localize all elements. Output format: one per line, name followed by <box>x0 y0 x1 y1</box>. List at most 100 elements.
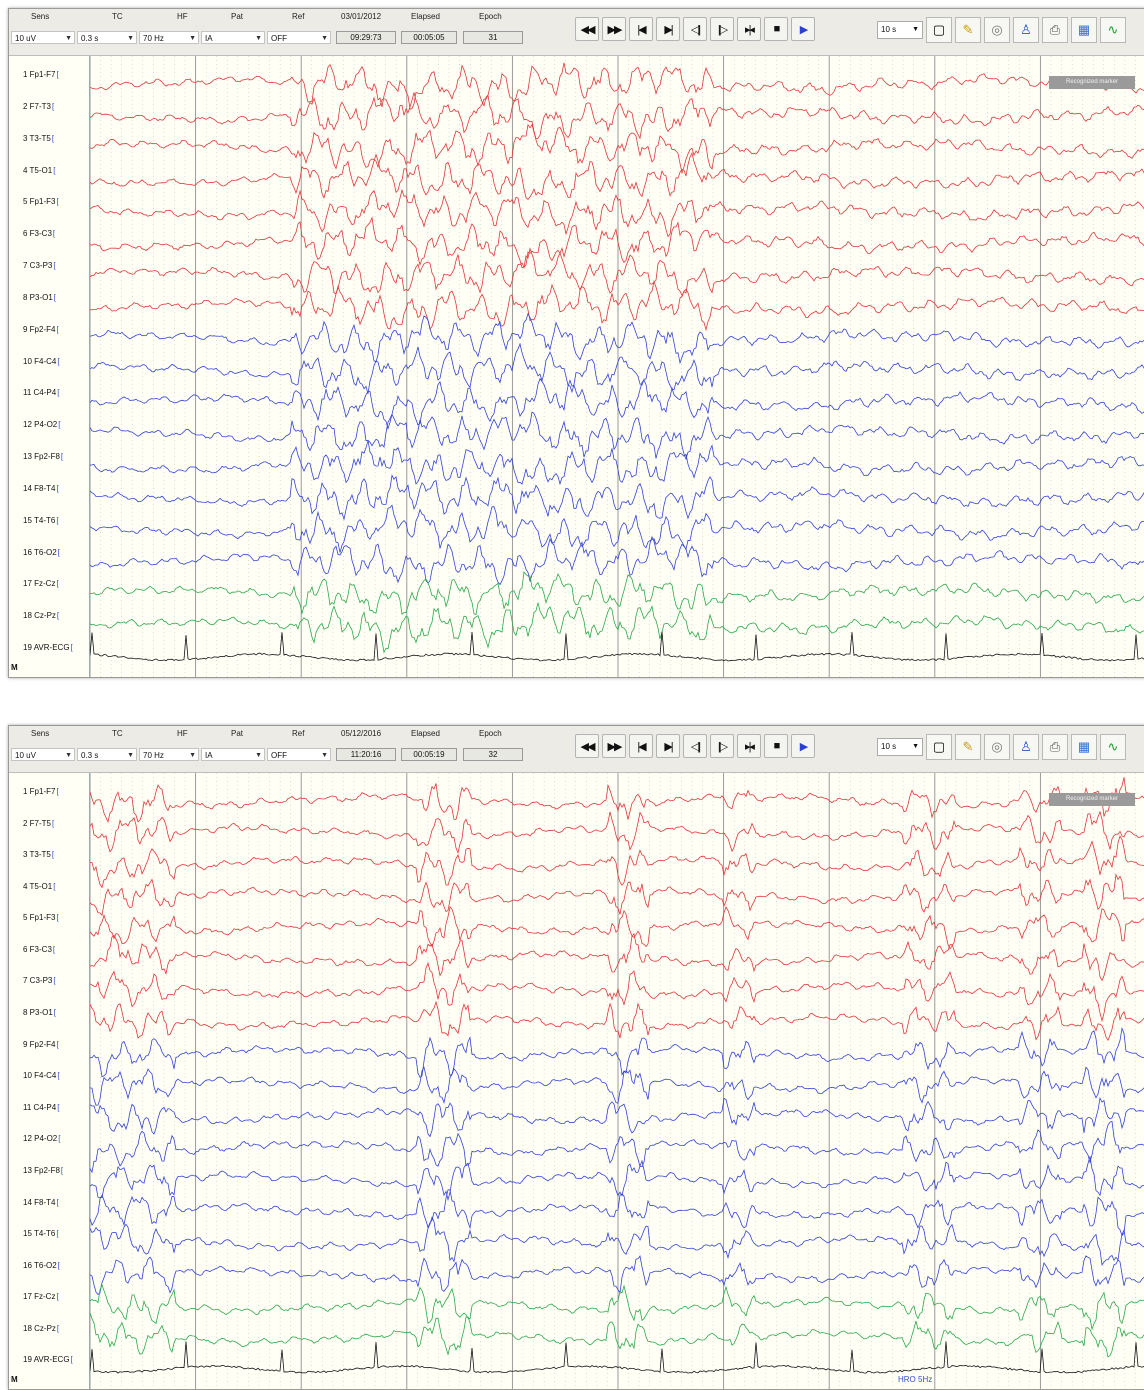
new-page-icon[interactable]: ▢ <box>926 734 952 760</box>
montage-icon[interactable]: ▦ <box>1071 17 1097 43</box>
channel-label[interactable]: 13 Fp2-F8[ <box>9 450 87 464</box>
channel-label[interactable]: 15 T4-T6[ <box>9 1227 87 1241</box>
skip-end-icon[interactable]: ▶| <box>656 17 680 41</box>
stop-icon[interactable]: ■ <box>764 734 788 758</box>
settings-disc-icon[interactable]: ◎ <box>984 17 1010 43</box>
step-forward-icon[interactable]: ||▷ <box>710 734 734 758</box>
channel-label[interactable]: 17 Fz-Cz[ <box>9 1290 87 1304</box>
settings-disc-icon[interactable]: ◎ <box>984 734 1010 760</box>
channel-label[interactable]: 10 F4-C4[ <box>9 355 87 369</box>
channel-label[interactable]: 10 F4-C4[ <box>9 1069 87 1083</box>
sensitivity-select[interactable]: 10 uV ▼ <box>11 31 75 44</box>
edit-icon[interactable]: ✎ <box>955 17 981 43</box>
epoch-field[interactable]: 31 <box>463 31 523 44</box>
channel-label[interactable]: 19 AVR-ECG[ <box>9 641 87 655</box>
skip-end-icon[interactable]: ▶| <box>656 734 680 758</box>
step-back-icon[interactable]: ◁|| <box>683 734 707 758</box>
channel-label[interactable]: 18 Cz-Pz[ <box>9 1322 87 1336</box>
channel-label[interactable]: 4 T5-O1[ <box>9 164 87 178</box>
recognized-marker-button[interactable]: Recognized marker <box>1049 793 1135 806</box>
channel-label[interactable]: 18 Cz-Pz[ <box>9 609 87 623</box>
channel-label[interactable]: 3 T3-T5[ <box>9 132 87 146</box>
pat-label: Pat <box>231 12 244 21</box>
montage-icon[interactable]: ▦ <box>1071 734 1097 760</box>
channel-label[interactable]: 12 P4-O2[ <box>9 1132 87 1146</box>
channel-label[interactable]: 7 C3-P3[ <box>9 259 87 273</box>
step-back-icon[interactable]: ◁|| <box>683 17 707 41</box>
channel-name: P4-O2 <box>34 420 58 430</box>
eeg-trace-7 <box>90 961 1144 1023</box>
spectrum-icon[interactable]: ∿ <box>1100 17 1126 43</box>
time-constant-select[interactable]: 0.3 s ▼ <box>77 748 137 761</box>
patient-icon[interactable]: ♙ <box>1013 17 1039 43</box>
channel-name: AVR-ECG <box>33 643 70 653</box>
channel-number: 6 <box>23 229 30 239</box>
channel-name: T3-T5 <box>29 850 51 860</box>
channel-label[interactable]: 1 Fp1-F7[ <box>9 68 87 82</box>
new-page-icon[interactable]: ▢ <box>926 17 952 43</box>
print-icon[interactable]: ⎙ <box>1042 17 1068 43</box>
time-constant-select[interactable]: 0.3 s ▼ <box>77 31 137 44</box>
stop-icon[interactable]: ■ <box>764 17 788 41</box>
step-forward-icon[interactable]: ||▷ <box>710 17 734 41</box>
channel-label[interactable]: 2 F7-T3[ <box>9 100 87 114</box>
epoch-field[interactable]: 32 <box>463 748 523 761</box>
high-filter-select[interactable]: 70 Hz ▼ <box>139 748 199 761</box>
channel-label[interactable]: 19 AVR-ECG[ <box>9 1353 87 1367</box>
play-icon[interactable]: ▶ <box>791 734 815 758</box>
scale-bracket-icon: [ <box>53 165 56 175</box>
channel-label[interactable]: 2 F7-T5[ <box>9 817 87 831</box>
channel-number: 6 <box>23 944 30 954</box>
channel-label[interactable]: 4 T5-O1[ <box>9 880 87 894</box>
channel-label[interactable]: 5 Fp1-F3[ <box>9 195 87 209</box>
timebase-select[interactable]: 10 s ▼ <box>877 738 923 756</box>
eeg-trace-area: Recognized marker <box>90 56 1144 677</box>
channel-number: 1 <box>23 70 30 79</box>
channel-label[interactable]: 16 T6-O2[ <box>9 1259 87 1273</box>
channel-label[interactable]: 7 C3-P3[ <box>9 974 87 988</box>
fit-icon[interactable]: ▸|◂ <box>737 17 761 41</box>
channel-label[interactable]: 14 F8-T4[ <box>9 1196 87 1210</box>
channel-label[interactable]: 15 T4-T6[ <box>9 514 87 528</box>
channel-label[interactable]: 12 P4-O2[ <box>9 418 87 432</box>
channel-label[interactable]: 8 P3-O1[ <box>9 1006 87 1020</box>
channel-label[interactable]: 17 Fz-Cz[ <box>9 577 87 591</box>
recognized-marker-button[interactable]: Recognized marker <box>1049 76 1135 89</box>
fast-forward-icon[interactable]: ▶▶ <box>602 734 626 758</box>
channel-label[interactable]: 6 F3-C3[ <box>9 227 87 241</box>
skip-start-icon[interactable]: |◀ <box>629 17 653 41</box>
patient-icon[interactable]: ♙ <box>1013 734 1039 760</box>
fast-forward-icon[interactable]: ▶▶ <box>602 17 626 41</box>
fit-icon[interactable]: ▸|◂ <box>737 734 761 758</box>
eeg-trace-14 <box>90 1189 1144 1237</box>
rewind-icon[interactable]: ◀◀ <box>575 17 599 41</box>
sensitivity-select[interactable]: 10 uV ▼ <box>11 748 75 761</box>
channel-label[interactable]: 3 T3-T5[ <box>9 848 87 862</box>
channel-label[interactable]: 13 Fp2-F8[ <box>9 1164 87 1178</box>
channel-label[interactable]: 14 F8-T4[ <box>9 482 87 496</box>
channel-label[interactable]: 5 Fp1-F3[ <box>9 911 87 925</box>
reference-select[interactable]: OFF ▼ <box>267 31 331 44</box>
channel-label[interactable]: 8 P3-O1[ <box>9 291 87 305</box>
rewind-icon[interactable]: ◀◀ <box>575 734 599 758</box>
timebase-select[interactable]: 10 s ▼ <box>877 21 923 39</box>
channel-label[interactable]: 11 C4-P4[ <box>9 1101 87 1115</box>
channel-label[interactable]: 6 F3-C3[ <box>9 943 87 957</box>
pattern-select[interactable]: IA ▼ <box>201 31 265 44</box>
marker-row-label: M <box>11 663 18 672</box>
skip-start-icon[interactable]: |◀ <box>629 734 653 758</box>
channel-label[interactable]: 9 Fp2-F4[ <box>9 323 87 337</box>
pattern-select[interactable]: IA ▼ <box>201 748 265 761</box>
spectrum-icon[interactable]: ∿ <box>1100 734 1126 760</box>
channel-label[interactable]: 9 Fp2-F4[ <box>9 1038 87 1052</box>
scale-bracket-icon: [ <box>57 547 60 557</box>
reference-select[interactable]: OFF ▼ <box>267 748 331 761</box>
sens-label: Sens <box>31 12 50 21</box>
channel-label[interactable]: 11 C4-P4[ <box>9 386 87 400</box>
edit-icon[interactable]: ✎ <box>955 734 981 760</box>
channel-label[interactable]: 1 Fp1-F7[ <box>9 785 87 799</box>
print-icon[interactable]: ⎙ <box>1042 734 1068 760</box>
high-filter-select[interactable]: 70 Hz ▼ <box>139 31 199 44</box>
play-icon[interactable]: ▶ <box>791 17 815 41</box>
channel-label[interactable]: 16 T6-O2[ <box>9 546 87 560</box>
